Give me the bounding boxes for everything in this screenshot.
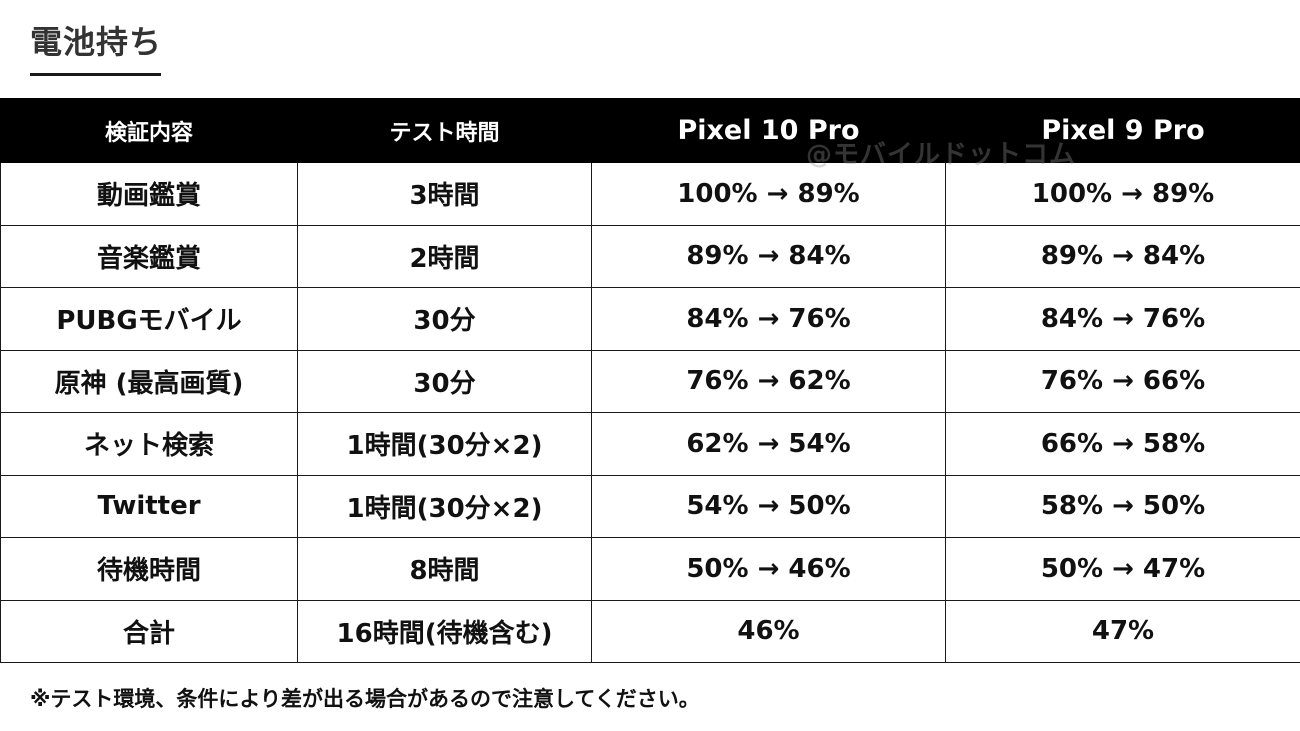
row-pixel-9-pro-result: 89% → 84% <box>945 224 1300 288</box>
battery-comparison-table: 検証内容 テスト時間 Pixel 10 Pro Pixel 9 Pro 動画鑑賞… <box>0 98 1300 663</box>
table-row: 動画鑑賞 3時間 100% → 89% 100% → 89% <box>0 162 1300 226</box>
table-row: PUBGモバイル 30分 84% → 76% 84% → 76% <box>0 287 1300 351</box>
row-test-label: 動画鑑賞 <box>0 162 298 226</box>
footnote: ※テスト環境、条件により差が出る場合があるので注意してください。 <box>30 687 700 711</box>
row-test-label: 音楽鑑賞 <box>0 224 298 288</box>
row-test-label: PUBGモバイル <box>0 287 298 351</box>
table-row: ネット検索 1時間(30分×2) 62% → 54% 66% → 58% <box>0 412 1300 476</box>
row-pixel-9-pro-result: 100% → 89% <box>945 162 1300 226</box>
table-row: 原神 (最高画質) 30分 76% → 62% 76% → 66% <box>0 349 1300 413</box>
table-row: 音楽鑑賞 2時間 89% → 84% 89% → 84% <box>0 224 1300 288</box>
row-test-time: 8時間 <box>297 537 592 601</box>
row-test-label: ネット検索 <box>0 412 298 476</box>
row-pixel-10-pro-result: 46% <box>591 599 946 663</box>
row-pixel-10-pro-result: 50% → 46% <box>591 537 946 601</box>
row-pixel-10-pro-result: 54% → 50% <box>591 474 946 538</box>
header-test-time: テスト時間 <box>297 98 592 163</box>
header-pixel-9-pro: Pixel 9 Pro <box>945 98 1300 163</box>
row-test-time: 30分 <box>297 349 592 413</box>
row-test-label: 待機時間 <box>0 537 298 601</box>
row-test-time: 30分 <box>297 287 592 351</box>
row-pixel-9-pro-result: 84% → 76% <box>945 287 1300 351</box>
table-row: 待機時間 8時間 50% → 46% 50% → 47% <box>0 537 1300 601</box>
row-pixel-10-pro-result: 84% → 76% <box>591 287 946 351</box>
table-row: Twitter 1時間(30分×2) 54% → 50% 58% → 50% <box>0 474 1300 538</box>
row-test-time: 16時間(待機含む) <box>297 599 592 663</box>
row-pixel-9-pro-result: 76% → 66% <box>945 349 1300 413</box>
row-test-time: 1時間(30分×2) <box>297 474 592 538</box>
row-pixel-9-pro-result: 47% <box>945 599 1300 663</box>
row-pixel-10-pro-result: 76% → 62% <box>591 349 946 413</box>
row-pixel-10-pro-result: 62% → 54% <box>591 412 946 476</box>
row-pixel-9-pro-result: 58% → 50% <box>945 474 1300 538</box>
row-pixel-9-pro-result: 66% → 58% <box>945 412 1300 476</box>
title-underline <box>30 73 161 76</box>
row-test-time: 3時間 <box>297 162 592 226</box>
row-test-label: 合計 <box>0 599 298 663</box>
row-test-label: Twitter <box>0 474 298 538</box>
row-pixel-10-pro-result: 89% → 84% <box>591 224 946 288</box>
row-test-time: 2時間 <box>297 224 592 288</box>
table-header-row: 検証内容 テスト時間 Pixel 10 Pro Pixel 9 Pro <box>0 98 1300 163</box>
row-test-time: 1時間(30分×2) <box>297 412 592 476</box>
table-row-total: 合計 16時間(待機含む) 46% 47% <box>0 599 1300 663</box>
row-test-label: 原神 (最高画質) <box>0 349 298 413</box>
header-test-content: 検証内容 <box>0 98 298 163</box>
header-pixel-10-pro: Pixel 10 Pro <box>591 98 946 163</box>
row-pixel-10-pro-result: 100% → 89% <box>591 162 946 226</box>
page-title: 電池持ち <box>30 23 163 61</box>
row-pixel-9-pro-result: 50% → 47% <box>945 537 1300 601</box>
